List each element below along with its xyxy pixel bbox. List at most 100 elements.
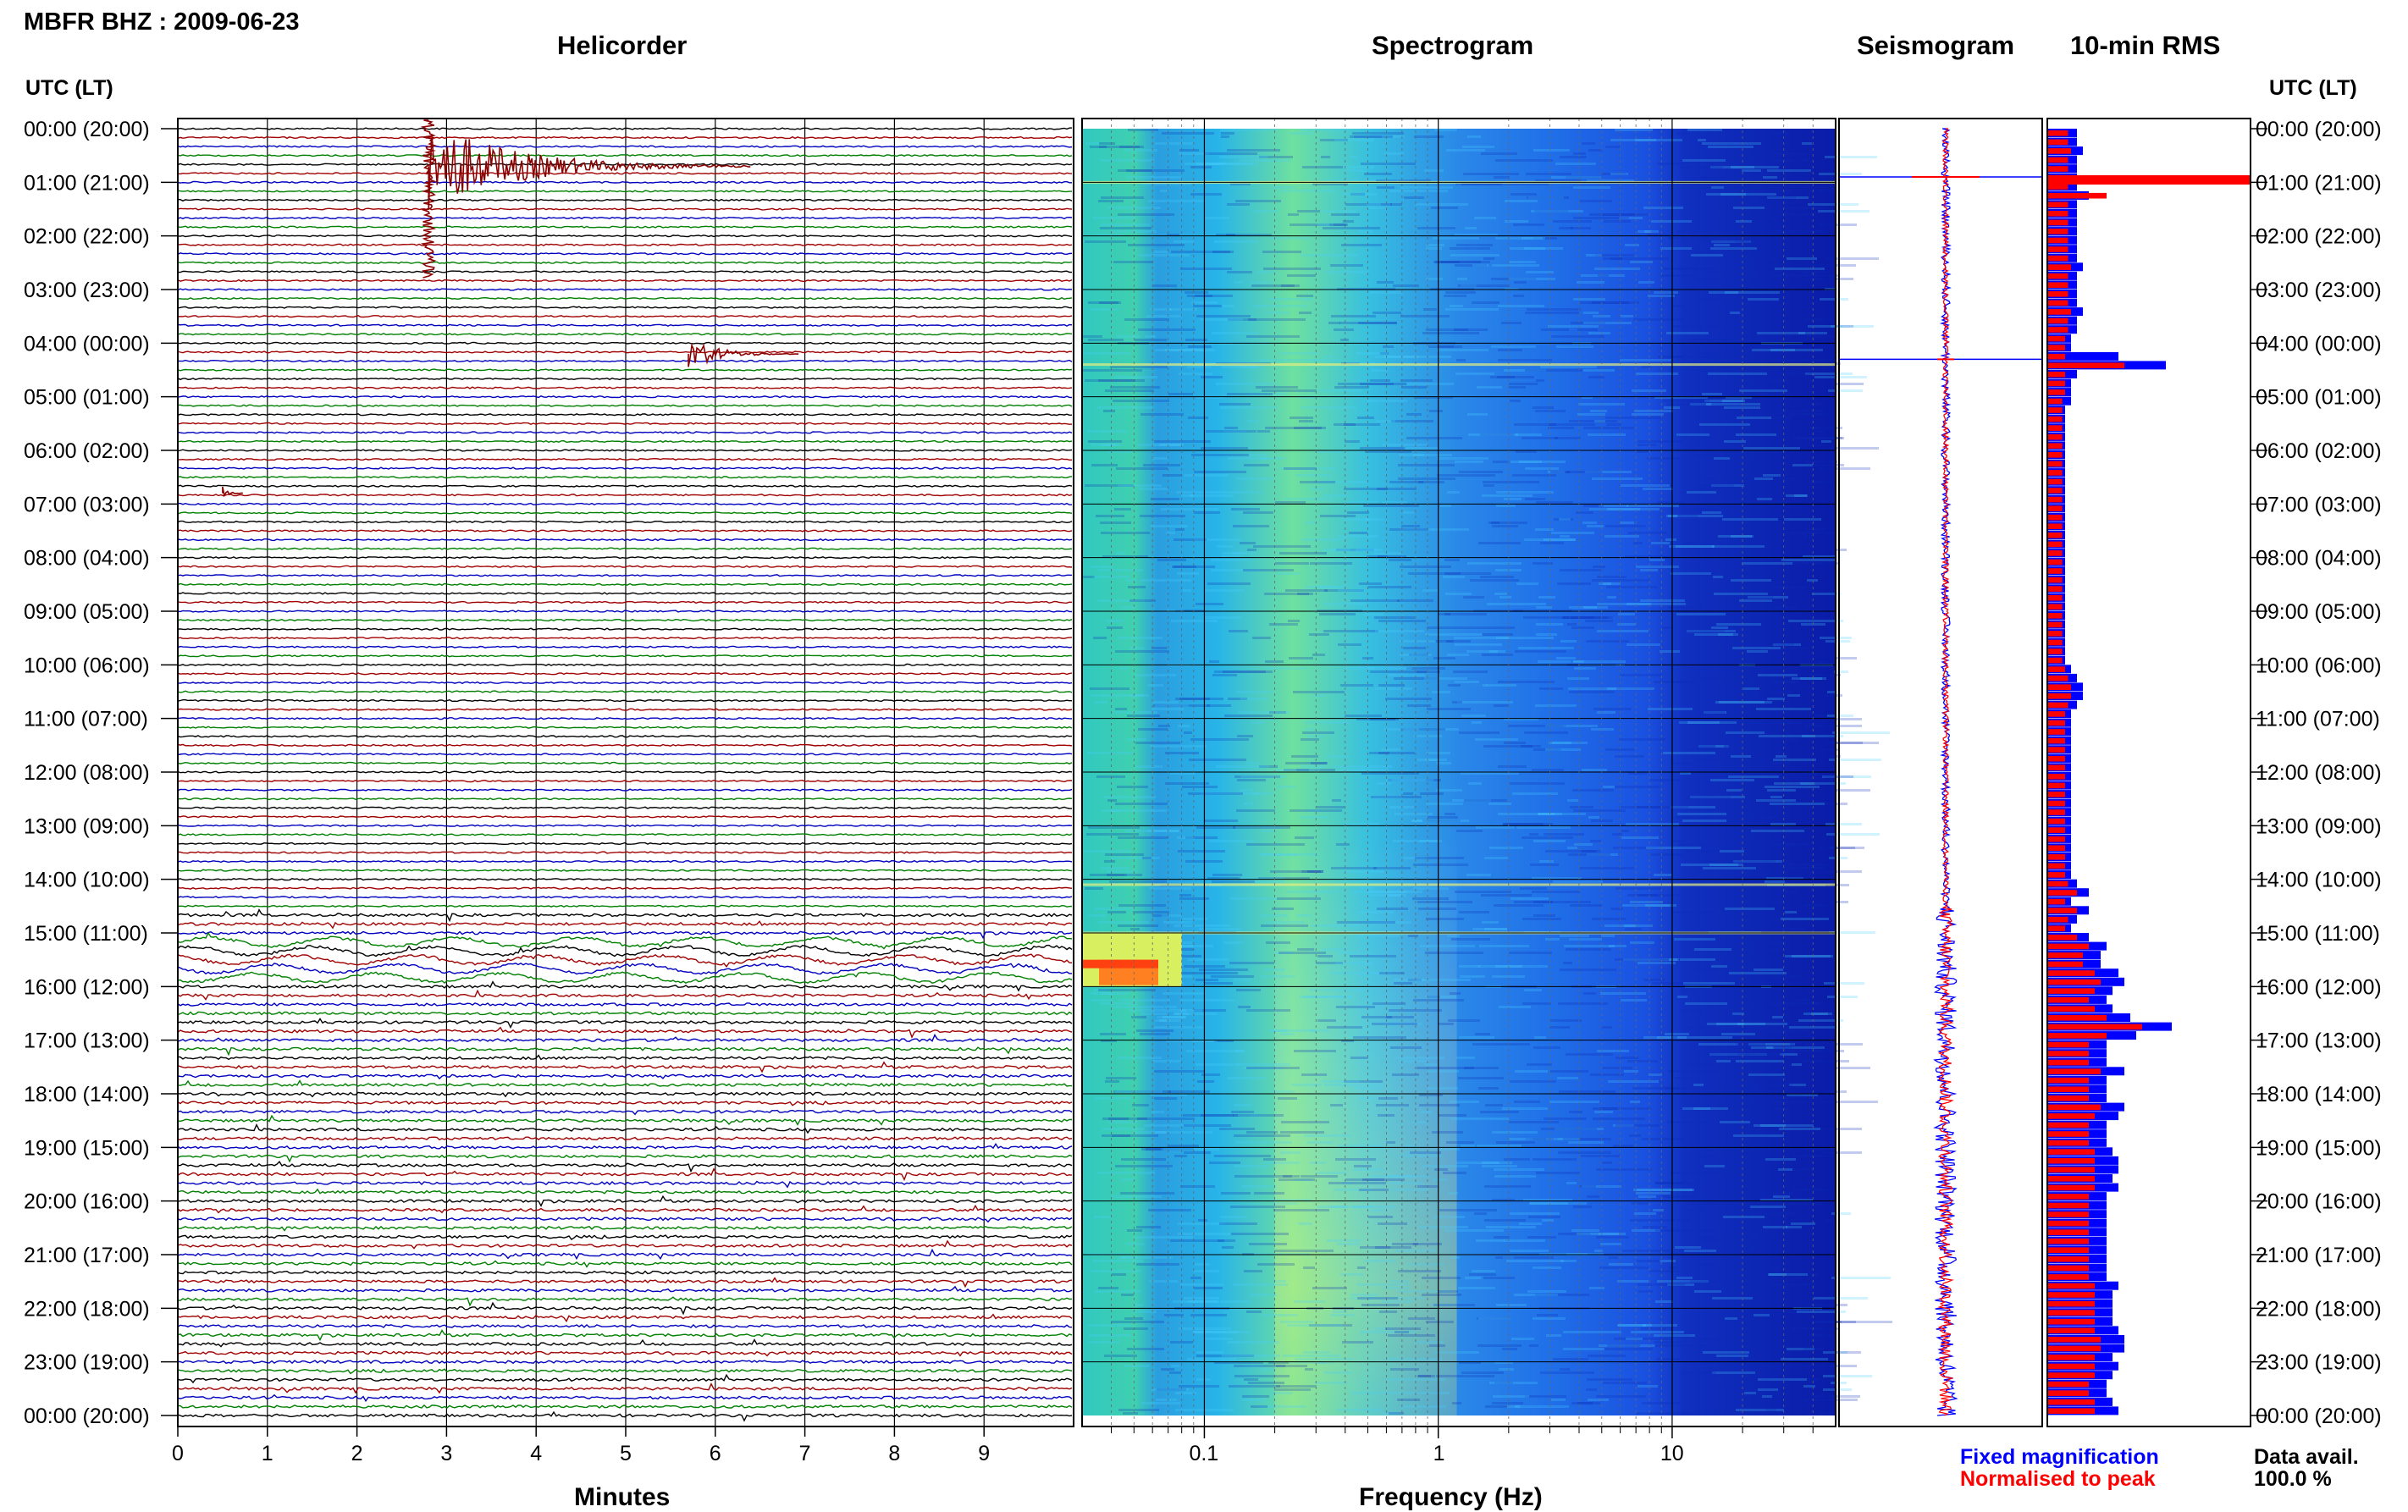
spectrogram-texture [1785,955,1833,957]
spectrogram-texture [1688,572,1738,575]
spectrogram-texture [1270,1199,1312,1201]
helicorder-trace [177,708,1073,711]
spectrogram-texture [1371,1175,1415,1178]
spectrogram-texture [1528,1216,1560,1218]
rms-bar-normalised [2047,720,2065,726]
spectrogram-texture [1582,769,1607,771]
spectrogram-texture [1428,345,1454,348]
spectrogram-texture [1235,200,1281,202]
spectrogram-texture [1158,725,1170,727]
spectrogram-texture [1356,718,1395,720]
spectrogram-texture [1497,376,1534,378]
spectrogram-texture [1333,1311,1347,1313]
spectrogram-texture [1548,427,1574,429]
spectrogram-texture [1523,1199,1572,1201]
spectrogram-texture [1152,1060,1181,1062]
spectrogram-texture [1151,525,1188,527]
spectrogram-texture [1613,1124,1634,1127]
helicorder-trace [177,1368,1073,1375]
hour-label-right: 12:00 (08:00) [2256,761,2382,785]
spectrogram-texture [1143,464,1180,466]
spectrogram-texture [1819,190,1836,192]
spectrogram-texture [1230,183,1251,185]
rms-bar-normalised [2047,845,2065,851]
spectrogram-texture [1528,196,1564,199]
spectrogram-texture [1216,765,1269,768]
spectrogram-texture [1113,1006,1164,1008]
rms-bar-normalised [2047,800,2065,807]
helicorder-trace [177,842,1073,846]
spectrogram-texture [1179,152,1209,155]
rms-bar-normalised [2047,872,2065,878]
spectrogram-texture [1763,1226,1787,1228]
spectrogram-texture [1223,552,1245,555]
spectrogram-texture [1709,291,1738,294]
spectrogram-texture [1682,1371,1716,1374]
spectrogram-texture [1433,261,1481,263]
spectrogram-texture [1284,498,1333,500]
spectrogram-texture [1580,301,1629,304]
spectrogram-texture [1422,332,1479,334]
spectrogram-texture [1591,728,1614,731]
spectrogram-texture [1096,234,1123,236]
spectrogram-texture [1559,227,1573,229]
spectrogram-texture [1238,1006,1251,1008]
spectrogram-texture [1638,440,1682,443]
spectrogram-texture [1188,1300,1218,1303]
spectrogram-texture [1327,1026,1362,1029]
spectrogram-texture [1118,1409,1159,1411]
spectrogram-texture [1107,911,1126,913]
spectrogram-texture [1136,1263,1179,1266]
spectrogram-texture [1392,1243,1418,1245]
spectrogram-texture [1641,1327,1666,1330]
spectrogram-texture [1525,498,1545,500]
spectrogram-texture [1621,999,1647,1002]
spectrogram-texture [1550,471,1570,473]
rms-bar-normalised [2047,1390,2089,1396]
spectrogram-texture [1809,403,1821,406]
spectrogram-texture [1781,213,1812,216]
spectrogram-texture [1127,1348,1164,1350]
spectrogram-texture [1549,1101,1599,1103]
helicorder-trace [177,315,1073,318]
spectrogram-texture [1214,1361,1263,1364]
spectrogram-texture [1780,410,1824,412]
spectrogram-texture [1406,413,1422,416]
hour-label-left: 21:00 (17:00) [24,1244,150,1267]
spectrogram-texture [1183,589,1191,592]
spectrogram-texture [1142,183,1191,185]
minute-tick-label: 2 [351,1442,363,1465]
spectrogram-texture [1234,281,1244,284]
helicorder-trace [177,1350,1073,1357]
spectrogram-texture [1533,406,1554,409]
spectrogram-texture [1530,1202,1568,1205]
spectrogram-texture [1244,464,1269,466]
spectrogram-texture [1313,694,1324,697]
spectrogram-texture [1713,576,1723,578]
spectrogram-texture [1560,1260,1577,1262]
spectrogram-texture [1810,264,1856,267]
spectrogram-texture [1299,420,1313,422]
spectrogram-texture [1821,440,1831,443]
spectrogram-texture [1467,413,1488,416]
spectrogram-texture [1113,400,1169,402]
spectrogram-texture [1128,129,1158,131]
spectrogram-texture [1672,305,1686,307]
spectrogram-texture [1596,1168,1652,1171]
spectrogram-texture [1324,589,1364,592]
spectrogram-texture [1353,1036,1406,1039]
spectrogram-texture [1398,1270,1441,1272]
spectrogram-texture [1803,1013,1832,1015]
spectrogram-texture [1127,1229,1142,1232]
spectrogram-texture [1693,454,1732,456]
spectrogram-texture [1684,1209,1704,1211]
spectrogram-texture [1223,670,1273,673]
spectrogram-texture [1412,654,1432,656]
spectrogram-texture [1672,911,1724,913]
rms-bar-normalised [2047,657,2063,664]
spectrogram-texture [1367,400,1407,402]
helicorder-trace [177,980,1073,992]
spectrogram-texture [1296,295,1313,297]
spectrogram-texture [1656,1358,1682,1360]
helicorder-event-spike [420,119,438,279]
